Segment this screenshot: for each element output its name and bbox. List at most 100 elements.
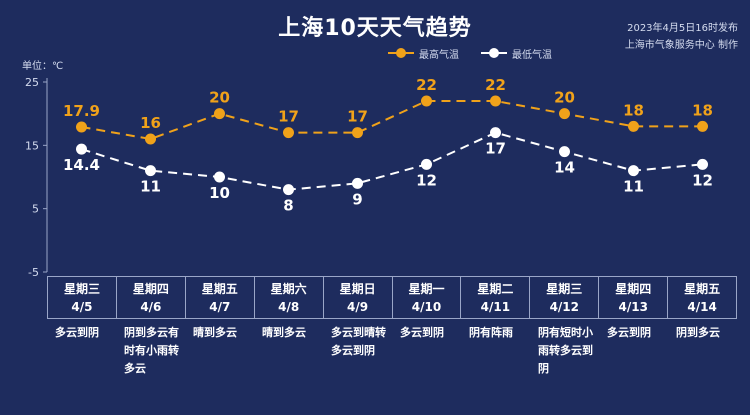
- y-tick-label: -5: [28, 266, 39, 279]
- publish-time: 2023年4月5日16时发布: [627, 23, 738, 34]
- date-label: 4/9: [347, 300, 369, 314]
- day-column: 星期三 4/5: [48, 277, 117, 318]
- weekday-label: 星期三: [546, 282, 583, 296]
- date-label: 4/6: [140, 300, 162, 314]
- day-column: 星期四 4/13: [599, 277, 669, 318]
- low-temp-label: 14: [554, 159, 575, 177]
- high-temp-point: [697, 120, 708, 132]
- y-tick-label: 15: [25, 139, 39, 152]
- low-temp-label: 11: [140, 178, 161, 196]
- date-label: 4/5: [71, 300, 93, 314]
- high-temp-point: [559, 108, 570, 120]
- high-temp-label: 18: [623, 101, 644, 119]
- low-temp-point: [145, 165, 156, 177]
- legend-low-marker: [481, 48, 507, 58]
- weekday-label: 星期六: [270, 282, 307, 296]
- high-temp-label: 17: [278, 108, 299, 126]
- date-label: 4/14: [687, 300, 717, 314]
- day-column: 星期五 4/14: [668, 277, 736, 318]
- condition-row: 多云到阴 阴到多云有时有小雨转多云 晴到多云 晴到多云 多云到晴转多云到阴 多云到阴 阴有阵…: [47, 324, 737, 378]
- day-column: 星期四 4/6: [117, 277, 186, 318]
- high-temp-label: 18: [692, 101, 713, 119]
- date-label: 4/10: [411, 300, 442, 314]
- high-temp-label: 17: [347, 108, 368, 126]
- condition-text: 晴到多云: [193, 326, 237, 339]
- high-temp-point: [145, 133, 156, 145]
- chart-legend: 最高气温 最低气温: [388, 44, 574, 62]
- page-title: 上海10天天气趋势: [278, 16, 472, 41]
- high-temp-point: [421, 95, 432, 107]
- low-temp-point: [421, 158, 432, 170]
- high-temp-label: 17.9: [63, 102, 100, 120]
- low-temp-label: 8: [283, 197, 293, 215]
- high-temp-label: 22: [485, 76, 506, 94]
- weekday-label: 星期四: [615, 282, 652, 296]
- low-temp-point: [628, 165, 639, 177]
- weekday-label: 星期四: [132, 282, 169, 296]
- low-temp-label: 9: [352, 190, 362, 208]
- legend-high-marker: [388, 48, 414, 58]
- day-column: 星期一 4/10: [393, 277, 462, 318]
- low-temp-line: [81, 131, 703, 191]
- date-label: 4/12: [549, 300, 580, 314]
- high-temp-label: 16: [140, 114, 161, 132]
- weekday-label: 星期五: [684, 282, 721, 296]
- weekday-label: 星期二: [477, 282, 514, 296]
- low-temp-label: 17: [485, 140, 506, 158]
- day-column: 星期二 4/11: [461, 277, 531, 318]
- low-temp-label: 14.4: [63, 156, 100, 174]
- high-temp-label: 20: [554, 89, 575, 107]
- legend-low-label: 最低气温: [512, 49, 552, 61]
- high-temp-point: [490, 95, 501, 107]
- date-label: 4/11: [480, 300, 511, 314]
- condition-text: 多云到阴: [55, 326, 99, 339]
- day-column: 星期日 4/9: [324, 277, 393, 318]
- y-tick-label: 25: [25, 76, 39, 89]
- high-temp-label: 20: [209, 89, 230, 107]
- high-temp-point: [76, 121, 87, 133]
- condition-text: 多云到阴: [400, 326, 444, 339]
- low-temp-label: 10: [209, 184, 230, 202]
- low-temp-point: [283, 184, 294, 196]
- condition-text: 阴到多云有时有小雨转多云: [124, 326, 179, 375]
- low-temp-point: [76, 143, 87, 155]
- publish-info: 2023年4月5日16时发布 上海市气象服务中心 制作: [625, 20, 738, 54]
- low-temp-label: 12: [416, 171, 437, 189]
- high-temp-point: [628, 120, 639, 132]
- condition-text: 多云到阴: [607, 326, 651, 339]
- legend-high-label: 最高气温: [419, 49, 459, 61]
- weekday-label: 星期一: [408, 282, 445, 296]
- low-temp-label: 11: [623, 178, 644, 196]
- date-label: 4/13: [618, 300, 648, 314]
- high-temp-point: [283, 127, 294, 139]
- low-temp-label: 12: [692, 171, 713, 189]
- weekday-label: 星期五: [201, 282, 238, 296]
- weekday-label: 星期日: [339, 282, 376, 296]
- low-temp-point: [490, 127, 501, 139]
- condition-text: 阴有短时小雨转多云到阴: [538, 326, 593, 375]
- high-temp-point: [214, 108, 225, 120]
- date-label: 4/7: [209, 300, 231, 314]
- high-temp-label: 22: [416, 76, 437, 94]
- high-temp-point: [352, 127, 363, 139]
- weekday-label: 星期三: [63, 282, 100, 296]
- condition-text: 阴到多云: [676, 326, 720, 339]
- condition-text: 晴到多云: [262, 326, 306, 339]
- low-temp-point: [214, 171, 225, 183]
- publisher: 上海市气象服务中心 制作: [624, 40, 738, 51]
- y-tick-label: 5: [32, 203, 39, 216]
- unit-label: 单位：℃: [22, 61, 64, 72]
- legend-high: 最高气温: [388, 46, 459, 61]
- low-temp-point: [559, 146, 570, 158]
- low-temp-point: [697, 158, 708, 170]
- low-temp-point: [352, 177, 363, 189]
- condition-text: 阴有阵雨: [469, 326, 513, 339]
- date-label: 4/8: [278, 300, 300, 314]
- high-temp-line: [81, 100, 703, 141]
- day-column: 星期六 4/8: [255, 277, 324, 318]
- legend-low: 最低气温: [481, 46, 552, 61]
- condition-text: 多云到晴转多云到阴: [331, 326, 386, 357]
- day-table: 星期三 4/5 星期四 4/6 星期五 4/7 星期六 4/8 星期日 4/9 星期一 4/10 星期二…: [47, 276, 737, 319]
